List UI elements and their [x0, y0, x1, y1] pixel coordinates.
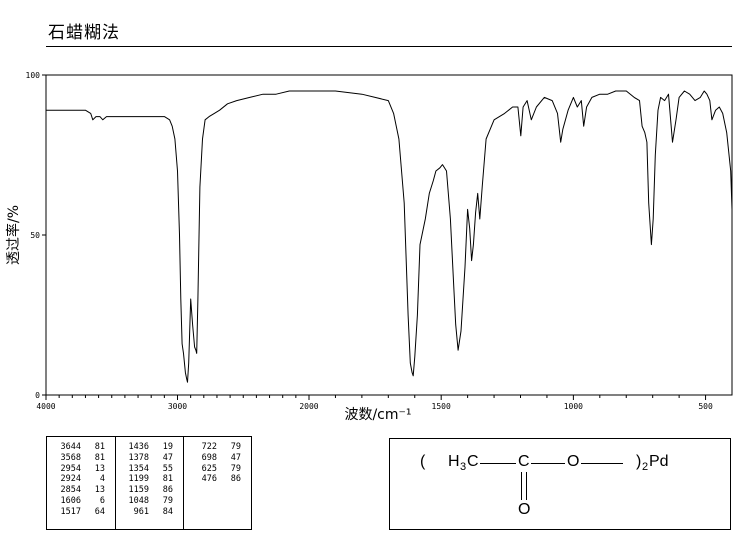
peak-row: 1354 55: [117, 464, 179, 475]
peak-row: 2954 13: [49, 464, 111, 475]
peak-wavenumber: 1199: [128, 474, 149, 485]
formula-methyl-subscript: 3: [460, 461, 467, 473]
peak-transmittance: 81: [94, 442, 105, 452]
peak-wavenumber: 2854: [60, 485, 81, 496]
peak-wavenumber: 961: [133, 506, 149, 517]
formula-carbonyl-c: C: [518, 453, 530, 470]
bond-line: [581, 463, 623, 464]
peak-row: 476 86: [185, 474, 247, 485]
double-bond-line: [521, 472, 522, 500]
peak-wavenumber: 2954: [60, 463, 81, 474]
peak-transmittance: 47: [162, 452, 173, 463]
peak-transmittance: 47: [230, 452, 241, 463]
peak-table-divider: [183, 437, 184, 529]
peak-wavenumber: 476: [201, 474, 217, 485]
x-axis-ticks: 4000 3000 2000 1500 1000 500: [36, 395, 713, 411]
peak-transmittance: 19: [162, 442, 173, 452]
ir-spectrum-chart: 4000 3000 2000 1500 1000 500 0 50 100 波数/cm⁻¹ 透…: [5, 71, 733, 423]
peak-row: 1048 79: [117, 496, 179, 507]
formula-open-paren: (: [420, 453, 426, 470]
peak-row: 3568 81: [49, 453, 111, 464]
peak-transmittance: 4: [99, 474, 105, 485]
peak-row: 698 47: [185, 453, 247, 464]
peak-transmittance: 6: [99, 495, 105, 506]
peak-row: 2854 13: [49, 485, 111, 496]
spectrum-line: [46, 90, 733, 383]
peak-transmittance: 13: [94, 463, 105, 474]
y-tick-label: 50: [30, 231, 40, 240]
peak-row: 1606 6: [49, 496, 111, 507]
y-axis-ticks: 0 50 100: [26, 71, 46, 400]
spectrum-marks: [46, 90, 733, 383]
peak-transmittance: 13: [94, 485, 105, 496]
peak-transmittance: 64: [94, 506, 105, 517]
x-axis-label: 波数/cm⁻¹: [344, 407, 411, 423]
peak-wavenumber: 1436: [128, 442, 149, 452]
page-title: 石蜡糊法: [48, 23, 120, 43]
peak-row: 1517 64: [49, 507, 111, 518]
peak-wavenumber: 2924: [60, 474, 81, 485]
x-tick-label: 2000: [299, 402, 318, 411]
formula-methyl-c: C: [467, 453, 479, 470]
peak-wavenumber: 698: [201, 452, 217, 463]
peak-wavenumber: 1354: [128, 463, 149, 474]
peak-row: 3644 81: [49, 442, 111, 453]
x-tick-label: 500: [698, 402, 713, 411]
peak-row: 961 84: [117, 507, 179, 518]
peak-transmittance: 79: [162, 495, 173, 506]
formula-methyl-h: H: [448, 453, 460, 470]
x-tick-label: 4000: [36, 402, 55, 411]
x-tick-label: 3000: [168, 402, 187, 411]
peak-wavenumber: 3644: [60, 442, 81, 452]
peak-wavenumber: 1378: [128, 452, 149, 463]
y-tick-label: 0: [35, 391, 40, 400]
formula-ester-o: O: [567, 453, 580, 470]
bond-line: [531, 463, 565, 464]
formula-count-subscript: 2: [642, 461, 649, 473]
y-axis-label: 透过率/%: [5, 205, 22, 265]
peak-transmittance: 79: [230, 442, 241, 452]
peak-transmittance: 79: [230, 463, 241, 474]
peak-transmittance: 81: [94, 452, 105, 463]
peak-transmittance: 84: [162, 506, 173, 517]
peak-row: 1378 47: [117, 453, 179, 464]
title-rule: [46, 46, 732, 47]
peak-wavenumber: 722: [201, 442, 217, 452]
peak-row: 1159 86: [117, 485, 179, 496]
peak-wavenumber: 1159: [128, 485, 149, 496]
x-tick-label: 1000: [564, 402, 583, 411]
formula-close-paren: ): [636, 453, 642, 470]
peak-row: 1199 81: [117, 474, 179, 485]
peak-row: 625 79: [185, 464, 247, 475]
y-tick-label: 100: [26, 71, 41, 80]
bond-line: [480, 463, 516, 464]
peak-wavenumber: 625: [201, 463, 217, 474]
plot-frame: [45, 74, 733, 396]
peak-transmittance: 86: [162, 485, 173, 496]
peak-row: 722 79: [185, 442, 247, 453]
peak-wavenumber: 1606: [60, 495, 81, 506]
peak-transmittance: 81: [162, 474, 173, 485]
x-tick-label: 1500: [432, 402, 451, 411]
peak-column-1: 3644 81 3568 81 2954 13 2924 4 2854 13 1606 6 1517 64: [49, 442, 111, 518]
peak-column-3: 722 79 698 47 625 79 476 86: [185, 442, 247, 485]
formula-carbonyl-o: O: [518, 501, 531, 518]
peak-wavenumber: 1517: [60, 506, 81, 517]
peak-table: 3644 81 3568 81 2954 13 2924 4 2854 13 1606 6 1517 64…: [46, 436, 252, 530]
double-bond-line: [526, 472, 527, 500]
peak-column-2: 1436 19 1378 47 1354 55 1199 81 1159 86 1048 79 961 8…: [117, 442, 179, 518]
formula-metal: Pd: [649, 453, 669, 470]
structure-formula: ( H 3 C C O ) 2 Pd O: [389, 438, 731, 530]
peak-transmittance: 55: [162, 463, 173, 474]
peak-transmittance: 86: [230, 474, 241, 485]
peak-wavenumber: 3568: [60, 452, 81, 463]
peak-table-divider: [115, 437, 116, 529]
peak-row: 1436 19: [117, 442, 179, 453]
peak-wavenumber: 1048: [128, 495, 149, 506]
peak-row: 2924 4: [49, 474, 111, 485]
